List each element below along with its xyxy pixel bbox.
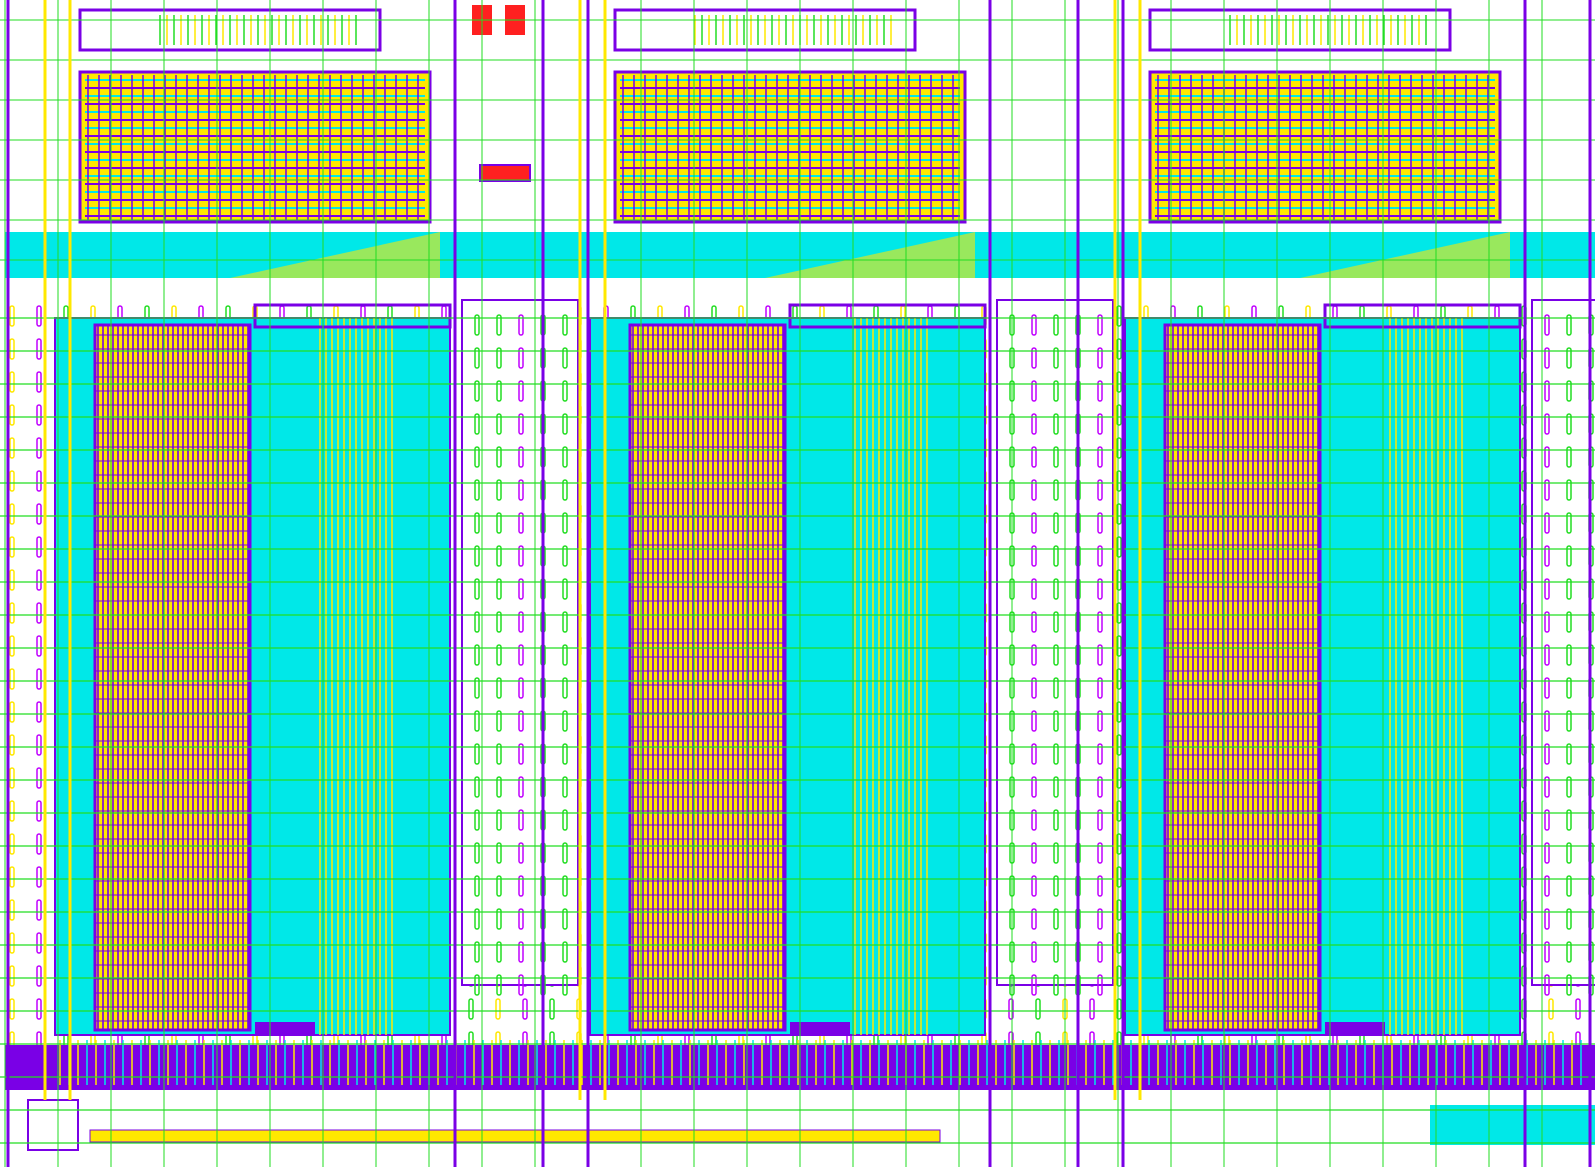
red-cell bbox=[480, 165, 530, 181]
ic-layout-view bbox=[0, 0, 1595, 1167]
page: (() => { const data = JSON.parse(documen… bbox=[0, 0, 1595, 1167]
io-strip bbox=[255, 1022, 315, 1036]
io-strip bbox=[790, 1022, 850, 1036]
io-strip bbox=[1325, 1022, 1385, 1036]
bottom-strip bbox=[1430, 1105, 1595, 1145]
spacer-column bbox=[1532, 300, 1595, 985]
